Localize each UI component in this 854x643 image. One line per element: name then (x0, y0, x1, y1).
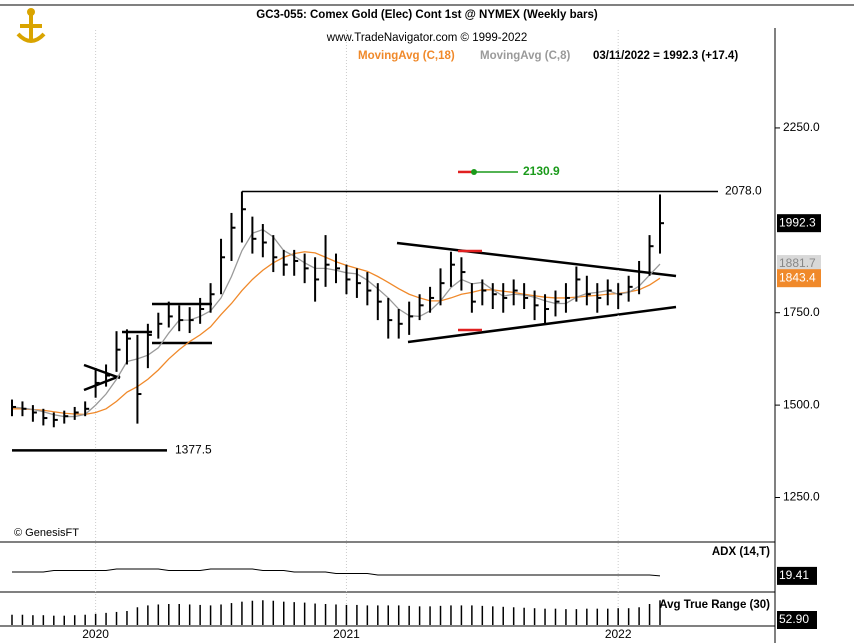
ma8-value-box (777, 255, 821, 274)
y-tick-label: 1500.0 (783, 397, 820, 411)
chart-title: GC3-055: Comex Gold (Elec) Cont 1st @ NY… (256, 9, 598, 21)
readout: 03/11/2022 = 1992.3 (+17.4) (593, 50, 738, 62)
atr-reading-box (777, 611, 817, 629)
indicator-name: Avg True Range (30) (659, 599, 770, 611)
atr-reading: 52.90 (779, 612, 809, 626)
annotation-dot (471, 168, 477, 175)
annotation-label: 2078.0 (725, 184, 762, 198)
y-tick-label: 1750.0 (783, 305, 820, 319)
ma18-value: 1843.4 (779, 270, 816, 284)
adx-reading-box (777, 566, 817, 585)
annotation-label: 2130.9 (523, 164, 560, 178)
legend-entry: MovingAvg (C,18) (358, 50, 455, 62)
last-close-box (777, 214, 821, 233)
watermark: © GenesisFT (14, 527, 79, 539)
annotation-label: 1377.5 (175, 443, 212, 457)
legend-entry: MovingAvg (C,8) (480, 50, 570, 62)
y-tick-label: 1250.0 (783, 490, 820, 504)
ma8-value: 1881.7 (779, 256, 816, 270)
adx-reading: 19.41 (779, 568, 809, 582)
logo (16, 8, 46, 43)
x-tick-label: 2021 (333, 627, 360, 641)
indicator-name: ADX (14,T) (712, 546, 770, 558)
x-tick-label: 2020 (82, 627, 109, 641)
chart-subtitle: www.TradeNavigator.com © 1999-2022 (326, 32, 527, 44)
last-close: 1992.3 (779, 215, 816, 229)
y-tick-label: 2250.0 (783, 120, 820, 134)
ma18-value-box (777, 269, 821, 288)
x-tick-label: 2022 (605, 627, 632, 641)
adx-line (12, 568, 661, 577)
